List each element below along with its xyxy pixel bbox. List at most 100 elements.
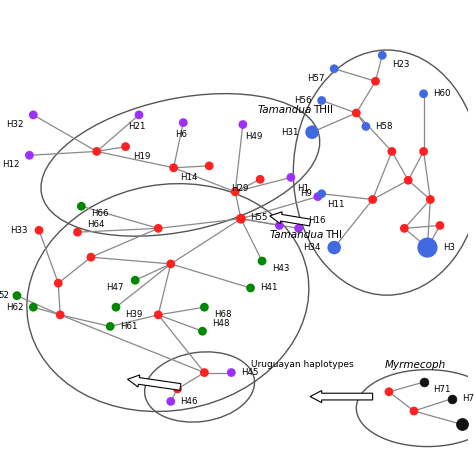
Text: H68: H68 [214, 310, 231, 319]
Point [135, 111, 143, 118]
Point [205, 162, 213, 170]
Point [410, 407, 418, 415]
Text: H46: H46 [181, 397, 198, 406]
Text: 52: 52 [0, 291, 9, 300]
Text: H6: H6 [175, 129, 187, 138]
Text: THII: THII [313, 105, 333, 115]
Point [448, 395, 456, 402]
Point [231, 188, 239, 196]
Text: H66: H66 [91, 210, 109, 219]
Text: Tamandua: Tamandua [270, 230, 324, 240]
Point [420, 378, 428, 386]
FancyArrow shape [310, 391, 373, 402]
Point [93, 147, 100, 155]
Text: H14: H14 [180, 173, 198, 182]
Text: H58: H58 [375, 122, 393, 131]
Point [87, 254, 95, 261]
Point [404, 176, 412, 184]
Point [420, 90, 428, 98]
Text: H1: H1 [297, 184, 309, 193]
Point [35, 227, 43, 234]
FancyArrow shape [128, 375, 181, 390]
Point [372, 77, 379, 85]
Point [112, 303, 120, 311]
Text: H62: H62 [6, 303, 24, 312]
Point [314, 193, 322, 201]
Point [353, 109, 360, 117]
Text: H16: H16 [308, 216, 326, 225]
Point [13, 292, 21, 300]
Point [201, 369, 208, 376]
Point [287, 173, 295, 181]
Point [275, 222, 283, 229]
Text: H60: H60 [433, 89, 451, 98]
Point [424, 244, 431, 251]
Point [378, 52, 386, 59]
Point [258, 257, 266, 265]
Point [401, 225, 408, 232]
Point [318, 190, 326, 198]
Point [180, 119, 187, 127]
Text: H12: H12 [2, 160, 20, 169]
Text: H43: H43 [272, 264, 289, 273]
Point [199, 328, 206, 335]
Text: H56: H56 [294, 96, 312, 105]
Point [155, 311, 162, 319]
Text: H21: H21 [128, 122, 146, 131]
Point [247, 284, 255, 292]
Point [436, 222, 444, 229]
Text: H34: H34 [303, 243, 321, 252]
Text: H64: H64 [87, 220, 105, 229]
Point [170, 164, 177, 172]
Text: H7: H7 [462, 394, 474, 403]
Text: H49: H49 [245, 132, 262, 141]
Text: H39: H39 [126, 310, 143, 319]
Point [122, 143, 129, 150]
Point [167, 398, 174, 405]
Text: H71: H71 [433, 385, 451, 394]
Point [295, 225, 302, 232]
Text: H29: H29 [231, 184, 249, 193]
Text: H45: H45 [241, 368, 258, 377]
Point [155, 225, 162, 232]
Text: H41: H41 [260, 283, 278, 292]
Point [73, 228, 81, 236]
Point [29, 111, 37, 118]
Text: H33: H33 [10, 226, 27, 235]
Point [362, 123, 370, 130]
Text: H57: H57 [307, 74, 325, 83]
Text: H48: H48 [212, 319, 229, 328]
Point [201, 303, 208, 311]
Text: H55: H55 [250, 213, 268, 222]
Point [55, 279, 62, 287]
Point [318, 97, 326, 104]
Point [330, 244, 338, 251]
Text: Tamandua: Tamandua [257, 105, 311, 115]
Text: H23: H23 [392, 60, 410, 69]
Point [29, 303, 37, 311]
Point [237, 215, 245, 222]
Point [131, 276, 139, 284]
Text: H31: H31 [281, 128, 299, 137]
Point [56, 311, 64, 319]
Point [256, 175, 264, 183]
Point [239, 121, 246, 128]
Text: H19: H19 [133, 152, 151, 161]
Point [330, 65, 338, 73]
Point [78, 202, 85, 210]
Text: H61: H61 [120, 322, 137, 331]
Text: H47: H47 [106, 283, 124, 292]
Text: THI: THI [326, 230, 343, 240]
Point [427, 196, 434, 203]
Point [167, 260, 174, 268]
Text: Uruguayan haplotypes: Uruguayan haplotypes [251, 360, 353, 369]
Text: H9: H9 [300, 189, 312, 198]
Text: H11: H11 [328, 200, 345, 209]
Point [420, 147, 428, 155]
Text: H3: H3 [443, 243, 455, 252]
Point [308, 128, 316, 136]
Point [173, 385, 181, 392]
Point [26, 152, 33, 159]
Text: H32: H32 [6, 120, 24, 129]
Text: Myrmecoph: Myrmecoph [385, 360, 447, 370]
